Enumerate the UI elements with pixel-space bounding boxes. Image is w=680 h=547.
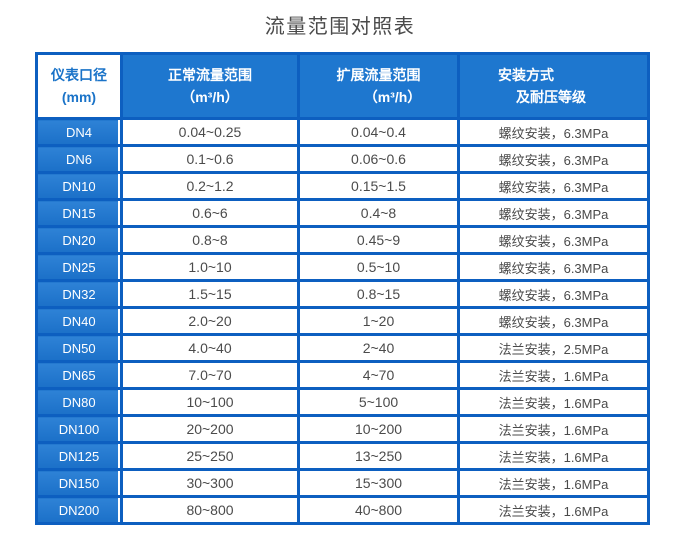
table-row: DN50 4.0~40 2~40 法兰安装，2.5MPa — [35, 333, 650, 363]
extended-range-cell: 4~70 — [297, 360, 460, 390]
row-label-cell: DN65 — [35, 360, 123, 390]
table-body: DN4 0.04~0.25 0.04~0.4 螺纹安装，6.3MPa DN6 0.1~0.… — [35, 117, 650, 525]
row-label-cell: DN10 — [35, 171, 123, 201]
table-row: DN65 7.0~70 4~70 法兰安装，1.6MPa — [35, 360, 650, 390]
install-cell: 螺纹安装，6.3MPa — [457, 171, 650, 201]
normal-range-cell: 20~200 — [120, 414, 300, 444]
extended-range-cell: 10~200 — [297, 414, 460, 444]
table-row: DN32 1.5~15 0.8~15 螺纹安装，6.3MPa — [35, 279, 650, 309]
row-label-cell: DN15 — [35, 198, 123, 228]
header-meter-diameter: 仪表口径 (mm) — [35, 52, 123, 120]
install-cell: 法兰安装，1.6MPa — [457, 495, 650, 525]
normal-range-cell: 0.2~1.2 — [120, 171, 300, 201]
install-cell: 法兰安装，1.6MPa — [457, 441, 650, 471]
install-cell: 法兰安装，1.6MPa — [457, 468, 650, 498]
normal-range-cell: 30~300 — [120, 468, 300, 498]
normal-range-cell: 1.0~10 — [120, 252, 300, 282]
table-row: DN25 1.0~10 0.5~10 螺纹安装，6.3MPa — [35, 252, 650, 282]
row-label-cell: DN4 — [35, 117, 123, 147]
header-row: 仪表口径 (mm) 正常流量范围 （m³/h） 扩展流量范围 （m³/h） 安装… — [35, 52, 650, 120]
header-installation-line2: 及耐压等级 — [516, 89, 586, 105]
normal-range-cell: 4.0~40 — [120, 333, 300, 363]
table-row: DN6 0.1~0.6 0.06~0.6 螺纹安装，6.3MPa — [35, 144, 650, 174]
page-title: 流量范围对照表 — [264, 16, 416, 38]
normal-range-cell: 0.6~6 — [120, 198, 300, 228]
table-row: DN10 0.2~1.2 0.15~1.5 螺纹安装，6.3MPa — [35, 171, 650, 201]
install-cell: 法兰安装，1.6MPa — [457, 387, 650, 417]
install-cell: 螺纹安装，6.3MPa — [457, 198, 650, 228]
install-cell: 法兰安装，1.6MPa — [457, 360, 650, 390]
table-row: DN40 2.0~20 1~20 螺纹安装，6.3MPa — [35, 306, 650, 336]
normal-range-cell: 25~250 — [120, 441, 300, 471]
row-label-cell: DN50 — [35, 333, 123, 363]
extended-range-cell: 40~800 — [297, 495, 460, 525]
header-normal-flow-range: 正常流量范围 （m³/h） — [120, 52, 300, 120]
normal-range-cell: 2.0~20 — [120, 306, 300, 336]
header-extended-flow-range: 扩展流量范围 （m³/h） — [297, 52, 460, 120]
row-label-cell: DN200 — [35, 495, 123, 525]
extended-range-cell: 0.4~8 — [297, 198, 460, 228]
table-row: DN100 20~200 10~200 法兰安装，1.6MPa — [35, 414, 650, 444]
row-label-cell: DN80 — [35, 387, 123, 417]
row-label-cell: DN40 — [35, 306, 123, 336]
install-cell: 螺纹安装，6.3MPa — [457, 144, 650, 174]
extended-range-cell: 1~20 — [297, 306, 460, 336]
extended-range-cell: 0.45~9 — [297, 225, 460, 255]
extended-range-cell: 13~250 — [297, 441, 460, 471]
extended-range-cell: 0.8~15 — [297, 279, 460, 309]
table-row: DN200 80~800 40~800 法兰安装，1.6MPa — [35, 495, 650, 525]
table-row: DN20 0.8~8 0.45~9 螺纹安装，6.3MPa — [35, 225, 650, 255]
flow-range-table: 仪表口径 (mm) 正常流量范围 （m³/h） 扩展流量范围 （m³/h） 安装… — [35, 52, 650, 525]
install-cell: 螺纹安装，6.3MPa — [457, 252, 650, 282]
extended-range-cell: 0.06~0.6 — [297, 144, 460, 174]
normal-range-cell: 10~100 — [120, 387, 300, 417]
extended-range-cell: 2~40 — [297, 333, 460, 363]
normal-range-cell: 7.0~70 — [120, 360, 300, 390]
table-row: DN15 0.6~6 0.4~8 螺纹安装，6.3MPa — [35, 198, 650, 228]
normal-range-cell: 0.04~0.25 — [120, 117, 300, 147]
install-cell: 法兰安装，1.6MPa — [457, 414, 650, 444]
install-cell: 螺纹安装，6.3MPa — [457, 306, 650, 336]
install-cell: 螺纹安装，6.3MPa — [457, 279, 650, 309]
header-meter-diameter-line2: (mm) — [61, 89, 97, 105]
install-cell: 螺纹安装，6.3MPa — [457, 225, 650, 255]
extended-range-cell: 0.15~1.5 — [297, 171, 460, 201]
table-header: 仪表口径 (mm) 正常流量范围 （m³/h） 扩展流量范围 （m³/h） 安装… — [35, 52, 650, 120]
install-cell: 螺纹安装，6.3MPa — [457, 117, 650, 147]
extended-range-cell: 0.5~10 — [297, 252, 460, 282]
extended-range-cell: 15~300 — [297, 468, 460, 498]
table-row: DN150 30~300 15~300 法兰安装，1.6MPa — [35, 468, 650, 498]
header-installation-line1: 安装方式 — [498, 66, 554, 83]
normal-range-cell: 0.1~0.6 — [120, 144, 300, 174]
header-installation: 安装方式 及耐压等级 — [457, 52, 650, 120]
table-row: DN4 0.04~0.25 0.04~0.4 螺纹安装，6.3MPa — [35, 117, 650, 147]
extended-range-cell: 0.04~0.4 — [297, 117, 460, 147]
header-normal-flow-range-line1: 正常流量范围 — [168, 66, 252, 83]
row-label-cell: DN25 — [35, 252, 123, 282]
install-cell: 法兰安装，2.5MPa — [457, 333, 650, 363]
row-label-cell: DN6 — [35, 144, 123, 174]
header-normal-flow-range-unit: （m³/h） — [181, 89, 239, 105]
row-label-cell: DN20 — [35, 225, 123, 255]
normal-range-cell: 80~800 — [120, 495, 300, 525]
header-meter-diameter-line1: 仪表口径 — [51, 66, 107, 83]
extended-range-cell: 5~100 — [297, 387, 460, 417]
normal-range-cell: 1.5~15 — [120, 279, 300, 309]
normal-range-cell: 0.8~8 — [120, 225, 300, 255]
table-row: DN125 25~250 13~250 法兰安装，1.6MPa — [35, 441, 650, 471]
table-row: DN80 10~100 5~100 法兰安装，1.6MPa — [35, 387, 650, 417]
row-label-cell: DN125 — [35, 441, 123, 471]
row-label-cell: DN32 — [35, 279, 123, 309]
row-label-cell: DN150 — [35, 468, 123, 498]
row-label-cell: DN100 — [35, 414, 123, 444]
header-extended-flow-range-unit: （m³/h） — [363, 89, 422, 105]
header-extended-flow-range-line1: 扩展流量范围 — [336, 66, 421, 83]
